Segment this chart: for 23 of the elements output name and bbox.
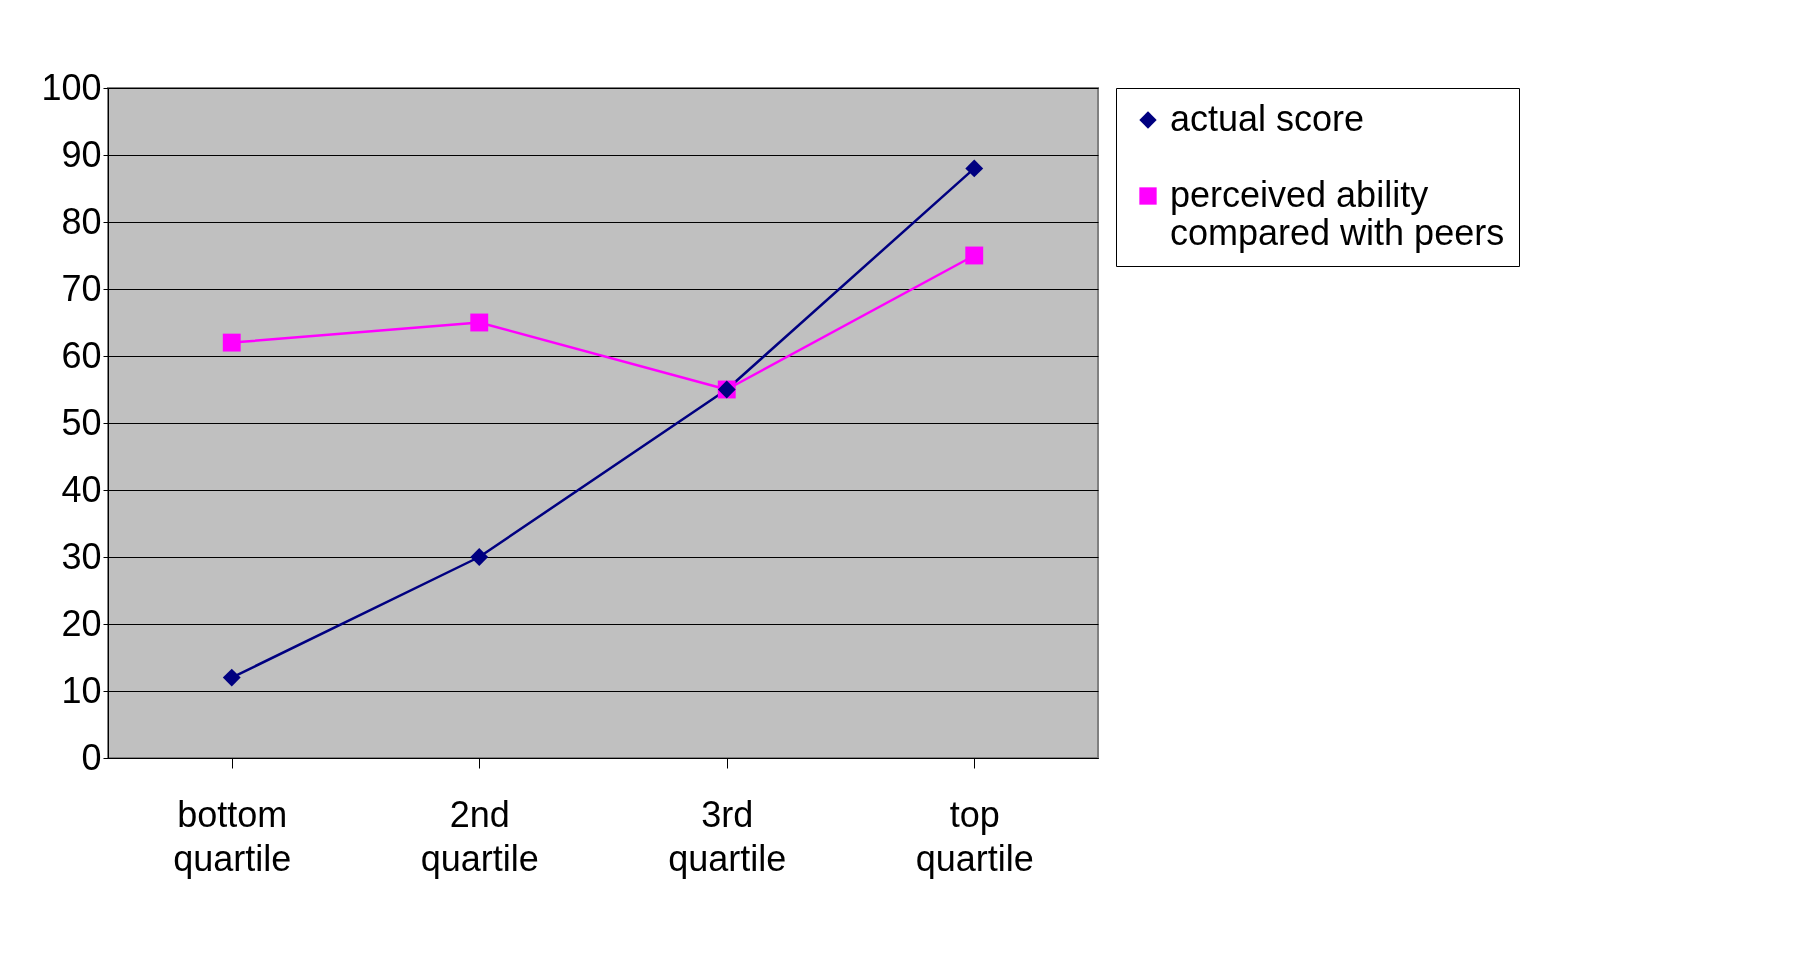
y-tick-label: 100 bbox=[41, 66, 102, 108]
point bbox=[222, 668, 241, 687]
x-tick-label: top quartile bbox=[915, 793, 1034, 879]
y-tick-label: 0 bbox=[81, 736, 102, 778]
y-tick-label: 10 bbox=[61, 669, 102, 711]
point bbox=[965, 159, 984, 178]
x-tick-label: 3rd quartile bbox=[668, 793, 787, 879]
y-tick-label: 30 bbox=[61, 535, 102, 577]
x-tick-label: 2nd quartile bbox=[420, 793, 539, 879]
point bbox=[965, 246, 984, 265]
legend-label: perceived ability compared with peers bbox=[1170, 174, 1505, 253]
y-tick-label: 80 bbox=[61, 200, 102, 242]
y-tick-label: 50 bbox=[61, 401, 102, 443]
point bbox=[470, 313, 489, 332]
legend-label: actual score bbox=[1170, 98, 1365, 139]
point bbox=[470, 548, 489, 566]
y-tick-label: 90 bbox=[61, 133, 102, 175]
y-tick-label: 20 bbox=[61, 602, 102, 644]
y-tick-label: 60 bbox=[61, 334, 102, 376]
y-tick-label: 40 bbox=[61, 468, 102, 510]
y-tick-label: 70 bbox=[61, 267, 102, 309]
point bbox=[222, 333, 241, 352]
x-tick-label: bottom quartile bbox=[173, 793, 292, 879]
